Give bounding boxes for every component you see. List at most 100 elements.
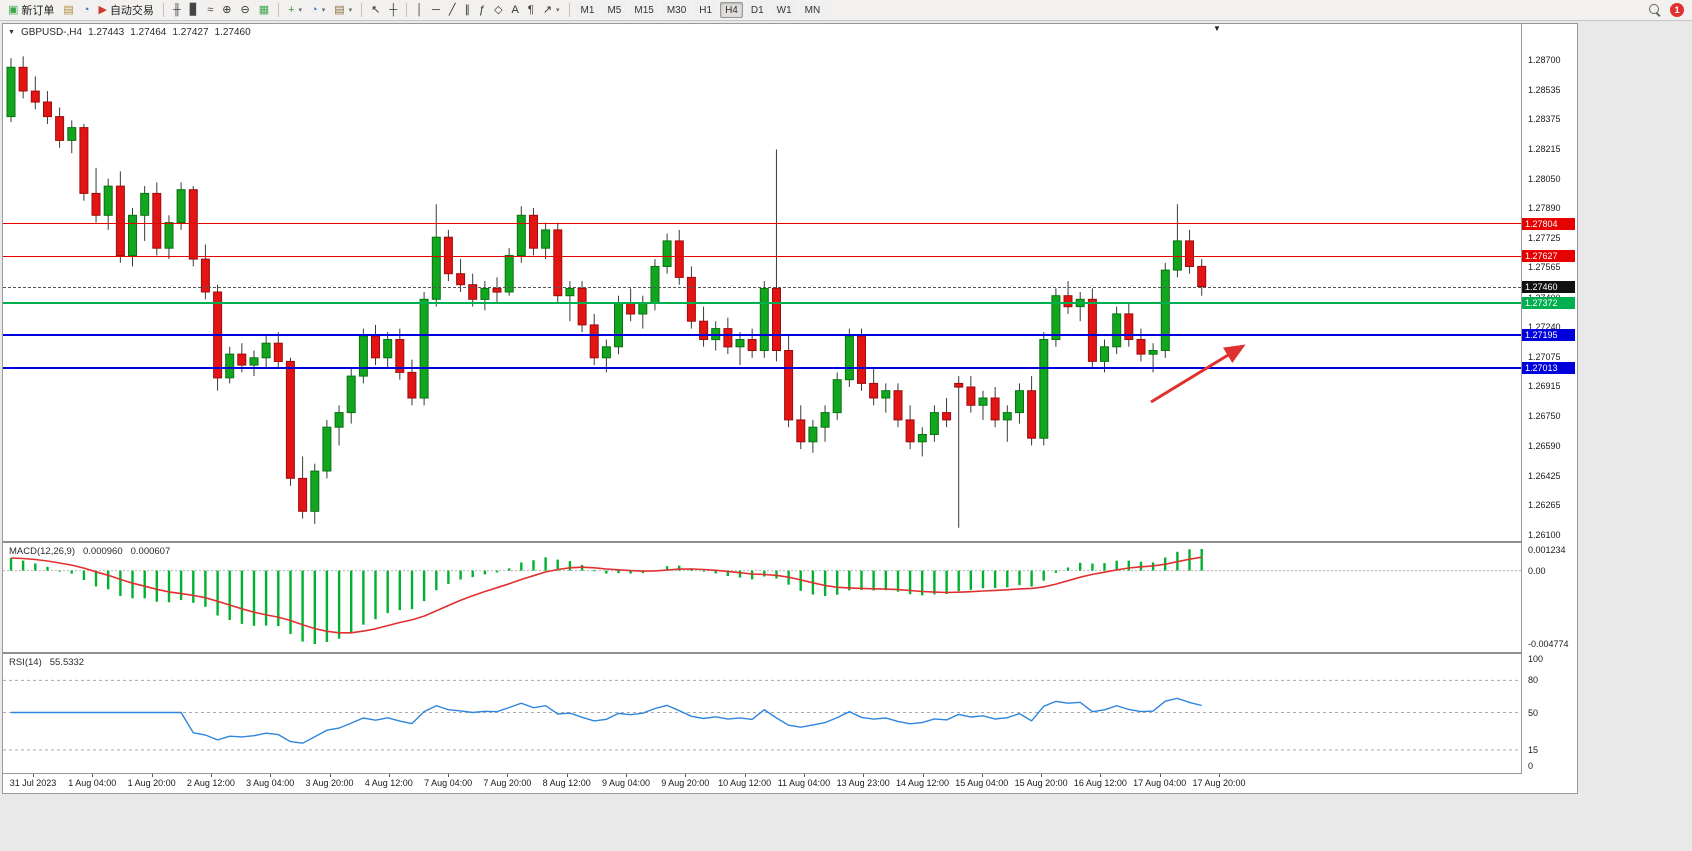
macd-bar [459, 570, 462, 580]
arrows-button[interactable]: ↗ ▾ [539, 2, 564, 19]
price-tick-label: 1.28535 [1528, 85, 1561, 96]
pane-divider[interactable] [3, 541, 1577, 543]
timeframe-h4[interactable]: H4 [720, 2, 743, 18]
zoom-out-button[interactable]: ⊖ [236, 2, 253, 19]
candle [43, 101, 52, 118]
candle [881, 390, 891, 399]
macd-bar [447, 570, 450, 584]
refresh-button[interactable]: ◔ [79, 2, 94, 19]
macd-bar [325, 570, 329, 642]
timeframe-m30[interactable]: M30 [661, 2, 692, 18]
templates-button[interactable]: ▤ ▾ [330, 2, 356, 19]
tile-windows-button[interactable]: ▦ [255, 2, 273, 19]
macd-bar [289, 570, 292, 634]
level-price-box[interactable]: 1.27804 [1522, 217, 1575, 230]
text-label-button[interactable]: ¶ [524, 2, 538, 19]
text-icon: A [511, 3, 519, 16]
macd-bar [204, 570, 207, 607]
line-chart-mode-icon: ≈ [207, 3, 214, 16]
vertical-line-button[interactable]: │ [412, 2, 427, 19]
price-tick-label: 1.27075 [1528, 351, 1561, 362]
charts-button[interactable]: ▤ [59, 2, 77, 19]
shapes-button[interactable]: ◇ [490, 2, 506, 19]
indicators-icon: + [288, 3, 295, 16]
auto-trading-icon: ▶ [98, 3, 107, 16]
price-chart-pane[interactable]: ▼ GBPUSD-,H4 1.27443 1.27464 1.27427 1.2… [3, 24, 1521, 541]
macd-bar [872, 570, 875, 591]
current-price-box: 1.27460 [1522, 280, 1575, 293]
macd-bar [1030, 570, 1033, 587]
candle [711, 328, 721, 341]
candle [808, 426, 818, 443]
rsi-pane[interactable]: RSI(14) 55.5332 [3, 654, 1521, 773]
candle [844, 335, 854, 381]
level-price-box[interactable]: 1.27627 [1522, 250, 1575, 262]
line-chart-mode-button[interactable]: ≈ [203, 2, 217, 19]
candle [1124, 313, 1134, 340]
arrows-icon: ↗ [542, 3, 553, 16]
candle [115, 185, 125, 257]
candle [772, 287, 781, 351]
search-icon[interactable] [1648, 3, 1662, 17]
macd-bar [921, 570, 924, 596]
price-scale[interactable]: 1.28700 1.28535 1.28375 1.28215 1.28050 1.278… [1522, 24, 1577, 792]
indicators-button[interactable]: + ▾ [284, 2, 306, 19]
time-axis[interactable]: 31 Jul 2023 1 Aug 04:00 1 Aug 20:00 2 Aug 1… [3, 773, 1577, 793]
candle [492, 287, 502, 293]
rsi-value: 55.5332 [49, 657, 85, 668]
macd-bar [240, 570, 244, 624]
level-price-box[interactable]: 1.27013 [1522, 362, 1575, 375]
macd-bar [228, 570, 231, 621]
zoom-in-button[interactable]: ⊕ [218, 2, 235, 19]
timeframe-w1[interactable]: W1 [771, 2, 797, 18]
level-price-box[interactable]: 1.27372 [1522, 296, 1575, 309]
date-label: 11 Aug 04:00 [777, 778, 831, 788]
one-click-trading-arrow[interactable]: ▼ [8, 29, 15, 36]
macd-bar [167, 570, 171, 603]
search-icon-handle [1655, 12, 1661, 17]
auto-trading-button[interactable]: ▶ 自动交易 [94, 2, 157, 19]
macd-bar [107, 570, 110, 590]
candle [662, 240, 672, 267]
crosshair-button[interactable]: ┼ [385, 2, 401, 19]
bar-chart-mode-button[interactable]: ╫ [169, 2, 185, 19]
macd-axis-label: 0.00 [1528, 565, 1546, 576]
timeframe-m15[interactable]: M15 [629, 2, 659, 18]
candles-series [6, 56, 1207, 528]
text-button[interactable]: A [508, 2, 523, 19]
macd-bar [435, 570, 438, 591]
text-label-icon: ¶ [527, 3, 534, 16]
candle [1051, 295, 1061, 341]
cursor-icon: ↖ [371, 3, 381, 16]
close-value: 1.27460 [214, 27, 251, 38]
timeframe-d1[interactable]: D1 [745, 2, 769, 18]
rsi-axis-label: 80 [1528, 675, 1539, 686]
level-price-box[interactable]: 1.27195 [1522, 329, 1575, 341]
candle [954, 382, 964, 388]
time-axis-tick [1100, 774, 1102, 777]
timeframe-mn[interactable]: MN [799, 2, 826, 18]
timeframe-h1[interactable]: H1 [694, 2, 718, 18]
zoom-in-icon: ⊕ [222, 3, 232, 16]
timeframe-m1[interactable]: M1 [575, 2, 600, 18]
chart-shift-marker[interactable]: ▼ [1213, 24, 1221, 33]
pane-divider[interactable] [3, 652, 1577, 654]
trendline-button[interactable]: ╱ [445, 2, 460, 19]
equidistant-channel-button[interactable]: ∥ [460, 2, 474, 19]
cursor-button[interactable]: ↖ [367, 2, 384, 19]
date-label: 1 Aug 04:00 [68, 778, 117, 788]
fibonacci-button[interactable]: ƒ [475, 2, 489, 19]
horizontal-line-button[interactable]: ─ [428, 2, 444, 19]
notification-badge[interactable]: 1 [1670, 3, 1684, 17]
macd-pane[interactable]: MACD(12,26,9) 0.000960 0.000607 [3, 543, 1521, 652]
candlestick-mode-button[interactable]: ▊ [186, 2, 202, 19]
date-label: 3 Aug 04:00 [246, 778, 295, 788]
candle [456, 273, 466, 286]
high-value: 1.27464 [130, 27, 167, 38]
rsi-name: RSI(14) [9, 657, 42, 668]
price-tick-label: 1.26590 [1528, 440, 1561, 451]
new-order-button[interactable]: ▣ 新订单 [4, 2, 58, 19]
timeframe-m5[interactable]: M5 [602, 2, 627, 18]
rsi-axis-label: 15 [1528, 745, 1539, 755]
periods-button[interactable]: ◔ ▾ [307, 2, 329, 19]
